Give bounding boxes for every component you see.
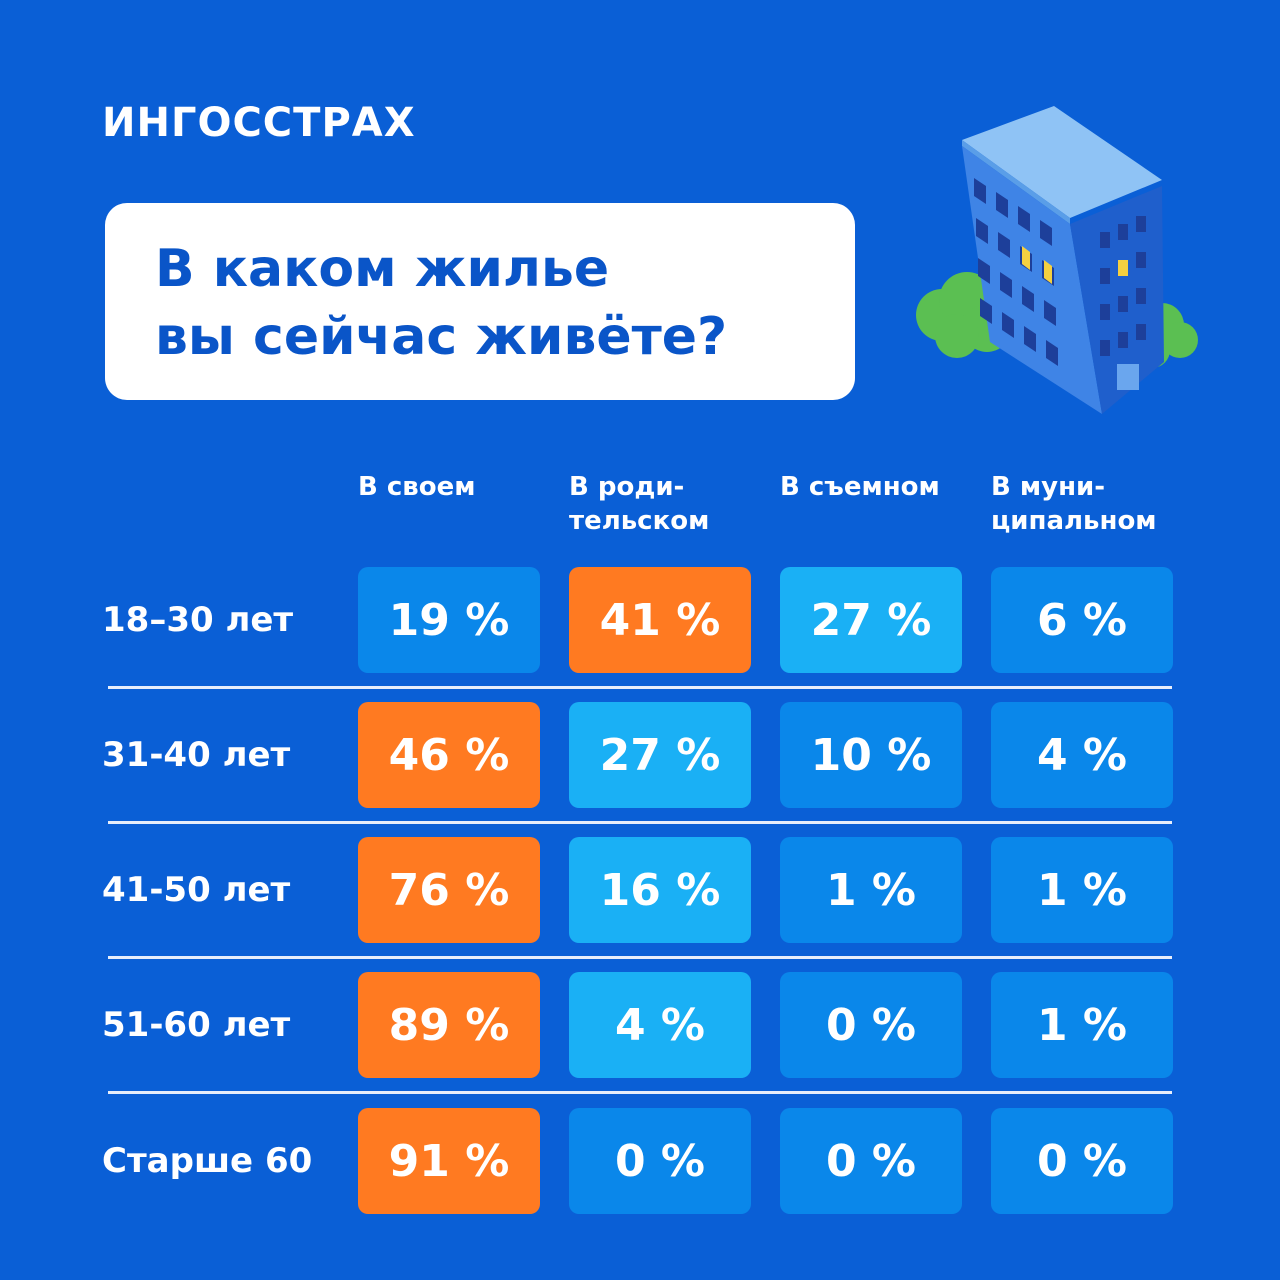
heatmap-cell: 4 % — [569, 972, 751, 1078]
row-label: Старше 60 — [102, 1141, 313, 1181]
heatmap-cell: 46 % — [358, 702, 540, 808]
heatmap-cell: 41 % — [569, 567, 751, 673]
heatmap-cell: 1 % — [780, 837, 962, 943]
title-line-1: В каком жилье — [155, 239, 610, 299]
column-header: В роди- тельском — [569, 472, 710, 536]
heatmap-cell: 0 % — [991, 1108, 1173, 1214]
column-header: В своем — [358, 472, 476, 502]
row-label: 31-40 лет — [102, 735, 291, 775]
heatmap-cell: 76 % — [358, 837, 540, 943]
heatmap-cell: 0 % — [780, 1108, 962, 1214]
brand-logo: ИНГОССТРАХ — [102, 100, 416, 146]
column-header: В муни- ципальном — [991, 472, 1157, 536]
row-label: 51-60 лет — [102, 1005, 291, 1045]
heatmap-cell: 89 % — [358, 972, 540, 1078]
title-line-2: вы сейчас живёте? — [155, 307, 728, 367]
apartment-building-illustration — [916, 106, 1198, 414]
row-label: 41-50 лет — [102, 870, 291, 910]
heatmap-cell: 10 % — [780, 702, 962, 808]
heatmap-cell: 91 % — [358, 1108, 540, 1214]
heatmap-cell: 1 % — [991, 972, 1173, 1078]
building-entrance — [1117, 364, 1139, 390]
row-divider — [108, 1091, 1172, 1094]
heatmap-cell: 0 % — [780, 972, 962, 1078]
row-divider — [108, 956, 1172, 959]
heatmap-cell: 0 % — [569, 1108, 751, 1214]
building-facade-right — [1070, 186, 1164, 414]
building-facade-left — [962, 146, 1102, 414]
heatmap-cell: 19 % — [358, 567, 540, 673]
heatmap-cell: 16 % — [569, 837, 751, 943]
heatmap-cell: 27 % — [780, 567, 962, 673]
lit-window-right — [1118, 260, 1128, 276]
title-card: В каком жилье вы сейчас живёте? — [105, 203, 855, 400]
building-roof — [962, 106, 1162, 218]
column-header: В съемном — [780, 472, 940, 502]
windows-right — [1100, 216, 1146, 356]
row-divider — [108, 686, 1172, 689]
row-divider — [108, 821, 1172, 824]
heatmap-cell: 27 % — [569, 702, 751, 808]
lit-windows-left — [1022, 246, 1052, 284]
row-label: 18–30 лет — [102, 600, 294, 640]
heatmap-cell: 4 % — [991, 702, 1173, 808]
heatmap-cell: 1 % — [991, 837, 1173, 943]
heatmap-cell: 6 % — [991, 567, 1173, 673]
